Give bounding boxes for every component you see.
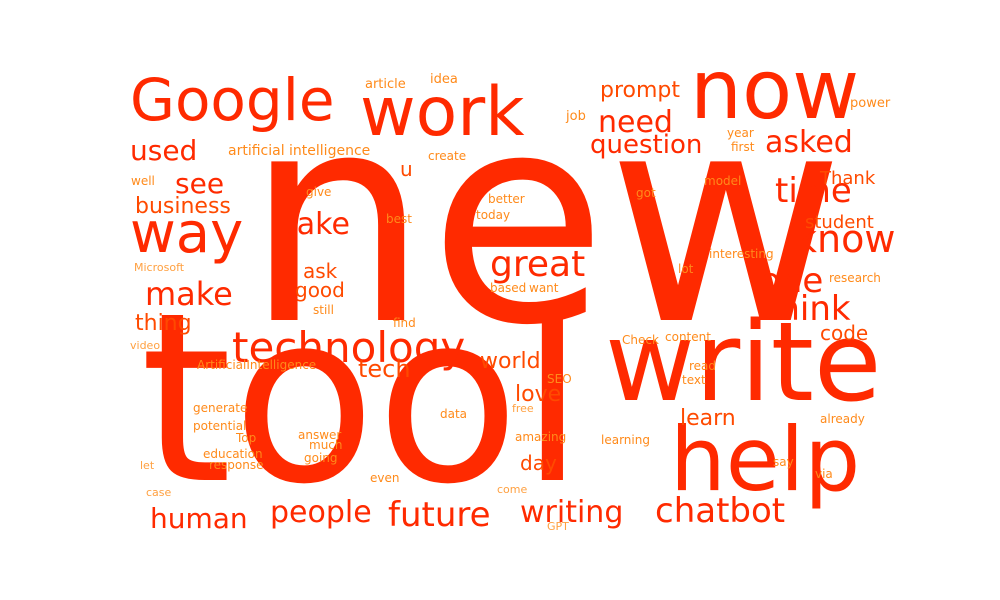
word-cloud-word: now	[690, 43, 859, 138]
word-cloud-word: already	[820, 412, 865, 426]
word-cloud-word: people	[270, 495, 372, 530]
word-cloud-word: great	[490, 244, 585, 285]
word-cloud-word: world	[480, 349, 541, 374]
word-cloud-word: future	[388, 495, 491, 535]
word-cloud-word: business	[135, 194, 231, 219]
word-cloud-word: amazing	[515, 430, 566, 444]
word-cloud-word: article	[365, 77, 406, 92]
word-cloud-word: student	[805, 212, 874, 233]
word-cloud-word: read	[689, 359, 716, 373]
word-cloud-word: content	[665, 330, 711, 344]
word-cloud-word: tool	[140, 263, 585, 536]
word-cloud-word: Check	[622, 333, 659, 347]
word-cloud-word: interesting	[709, 247, 774, 261]
word-cloud-word: way	[130, 201, 243, 266]
word-cloud-word: love	[515, 382, 561, 407]
word-cloud-word: model	[704, 174, 741, 188]
word-cloud-word: thing	[135, 311, 192, 336]
word-cloud-word: say	[773, 455, 794, 469]
word-cloud-word: human	[150, 502, 248, 535]
word-cloud-word: SEO	[547, 372, 572, 386]
word-cloud-word: prompt	[600, 78, 680, 103]
word-cloud-word: via	[815, 467, 833, 481]
word-cloud-word: research	[829, 271, 881, 285]
word-cloud-word: take	[285, 207, 350, 242]
word-cloud-word: Google	[130, 66, 335, 134]
word-cloud-word: got	[636, 186, 656, 200]
word-cloud-word: response	[209, 458, 264, 472]
word-cloud-word: much	[309, 438, 343, 452]
word-cloud-word: help	[670, 408, 860, 511]
word-cloud-word: need	[598, 105, 673, 140]
word-cloud-word: today	[476, 208, 510, 222]
word-cloud-word: asked	[765, 125, 853, 160]
word-cloud-word: text	[682, 373, 706, 387]
word-cloud-word: know	[795, 217, 895, 261]
word-cloud-word: give	[306, 185, 331, 199]
word-cloud-word: learning	[601, 433, 650, 447]
word-cloud-word: idea	[430, 72, 458, 87]
word-cloud-word: u	[400, 157, 413, 181]
word-cloud-word: time	[775, 171, 852, 211]
word-cloud-word: going	[304, 451, 338, 465]
word-cloud-word: Top	[235, 431, 256, 445]
word-cloud-word: technology	[232, 323, 465, 372]
word-cloud-word: education	[203, 447, 263, 461]
word-cloud-word: lot	[678, 262, 694, 276]
word-cloud-word: see	[175, 167, 224, 200]
word-cloud-word: write	[605, 298, 882, 426]
word-cloud-word: still	[313, 303, 334, 317]
word-cloud-word: even	[370, 471, 399, 485]
word-cloud-word: answer	[298, 428, 341, 442]
word-cloud-word: Thank	[819, 168, 876, 189]
word-cloud-word: come	[497, 483, 527, 496]
word-cloud-word: question	[590, 130, 702, 160]
word-cloud-word: one	[760, 261, 823, 301]
word-cloud-word: well	[131, 174, 155, 188]
word-cloud-word: good	[295, 278, 345, 302]
word-cloud-word: video	[130, 339, 160, 352]
word-cloud-word: work	[360, 73, 525, 152]
word-cloud-word: GPT	[547, 520, 569, 533]
word-cloud-word: best	[386, 212, 412, 226]
word-cloud-word: create	[428, 149, 466, 163]
word-cloud-word: generate	[193, 401, 247, 415]
word-cloud-word: based	[490, 281, 526, 295]
word-cloud-word: think	[765, 289, 851, 329]
word-cloud-word: new	[245, 52, 844, 389]
word-cloud-word: case	[146, 486, 172, 499]
word-cloud-word: writing	[520, 495, 623, 530]
word-cloud-word: make	[145, 275, 233, 313]
word-cloud-word: potential	[193, 419, 246, 433]
word-cloud-word: code	[820, 321, 868, 345]
word-cloud-word: job	[565, 109, 586, 124]
word-cloud-word: ask	[303, 259, 338, 283]
word-cloud-word: Microsoft	[134, 261, 185, 274]
word-cloud-word: free	[512, 402, 534, 415]
word-cloud-word: used	[130, 134, 197, 167]
word-cloud-word: day	[520, 451, 557, 475]
word-cloud-word: find	[393, 316, 416, 330]
word-cloud-word: power	[850, 96, 891, 111]
word-cloud-word: chatbot	[655, 491, 785, 531]
word-cloud-word: let	[140, 459, 155, 472]
word-cloud-word: ArtificialIntelligence	[197, 358, 316, 372]
word-cloud-word: tech	[358, 355, 411, 383]
word-cloud-word: first	[731, 140, 755, 154]
word-cloud-word: year	[727, 126, 754, 140]
word-cloud-word: artificial intelligence	[228, 143, 370, 159]
word-cloud-word: data	[440, 407, 467, 421]
word-cloud-word: want	[529, 281, 559, 295]
word-cloud-word: better	[488, 192, 525, 206]
word-cloud-word: learn	[680, 406, 736, 431]
